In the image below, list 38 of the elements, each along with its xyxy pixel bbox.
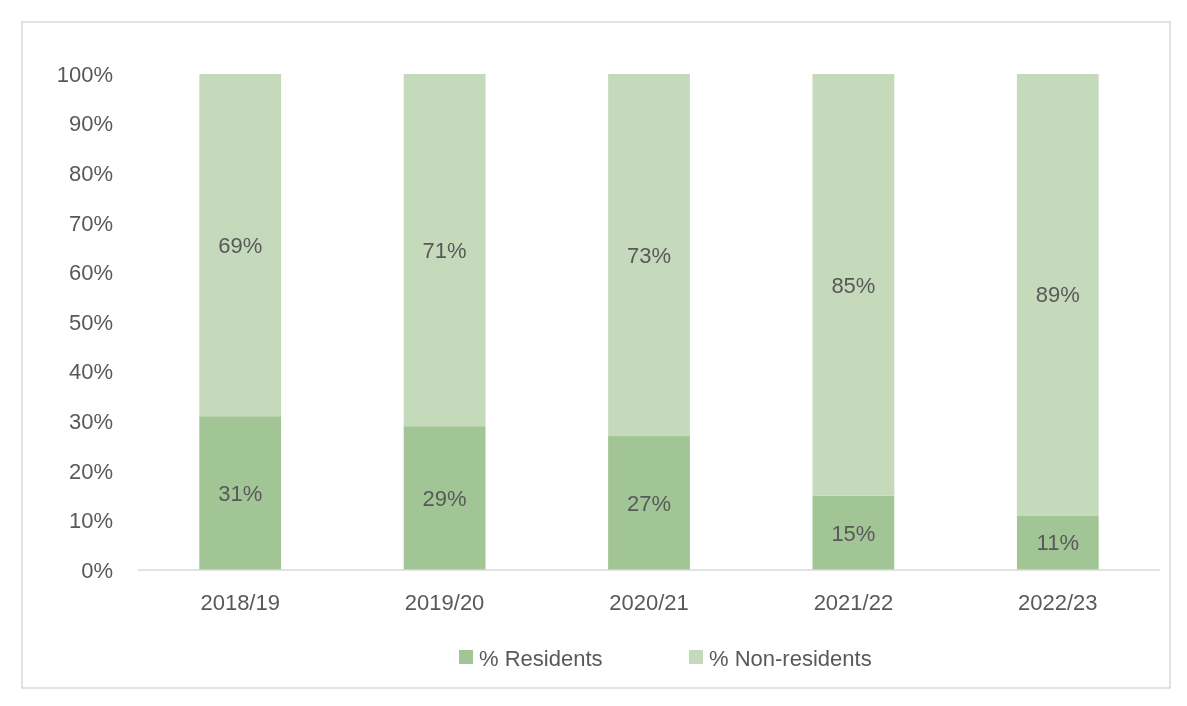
- y-tick-label: 60%: [68, 260, 113, 286]
- data-label: 71%: [422, 237, 467, 263]
- legend-label: % Non-residents: [709, 645, 872, 671]
- data-label: 69%: [218, 232, 263, 258]
- data-label: 73%: [626, 242, 672, 268]
- bar: [199, 74, 282, 417]
- y-tick-label: 40%: [68, 359, 113, 385]
- bar: [1016, 74, 1099, 516]
- y-tick-label: 10%: [68, 508, 113, 534]
- y-tick-label: 100%: [56, 61, 113, 87]
- x-tick-label: 2022/23: [1018, 590, 1098, 615]
- x-tick-label: 2021/22: [813, 590, 894, 615]
- bar: [608, 436, 690, 570]
- data-label: 29%: [422, 485, 467, 511]
- y-tick-label: 30%: [68, 408, 113, 434]
- legend-label: % Residents: [479, 645, 603, 671]
- bar: [199, 416, 282, 570]
- x-tick-label: 2019/20: [404, 590, 485, 615]
- bar: [608, 74, 690, 437]
- y-tick-label: 80%: [68, 160, 113, 186]
- data-label: 31%: [218, 480, 263, 506]
- y-tick-label: 0%: [81, 557, 113, 583]
- bar: [812, 74, 895, 496]
- bar: [403, 74, 486, 427]
- y-tick-label: 50%: [68, 309, 113, 335]
- y-tick-label: 90%: [68, 111, 113, 137]
- y-tick-label: 70%: [68, 210, 113, 236]
- y-tick-label: 20%: [68, 458, 113, 484]
- bar: [1016, 515, 1099, 570]
- data-label: 11%: [1036, 530, 1079, 556]
- bar: [812, 495, 895, 570]
- data-label: 27%: [626, 490, 672, 516]
- data-label: 15%: [831, 520, 876, 546]
- x-tick-label: 2018/19: [200, 590, 280, 615]
- bar: [403, 426, 486, 570]
- data-label: 85%: [831, 272, 876, 298]
- x-tick-label: 2020/21: [609, 590, 689, 615]
- data-label: 89%: [1035, 282, 1080, 308]
